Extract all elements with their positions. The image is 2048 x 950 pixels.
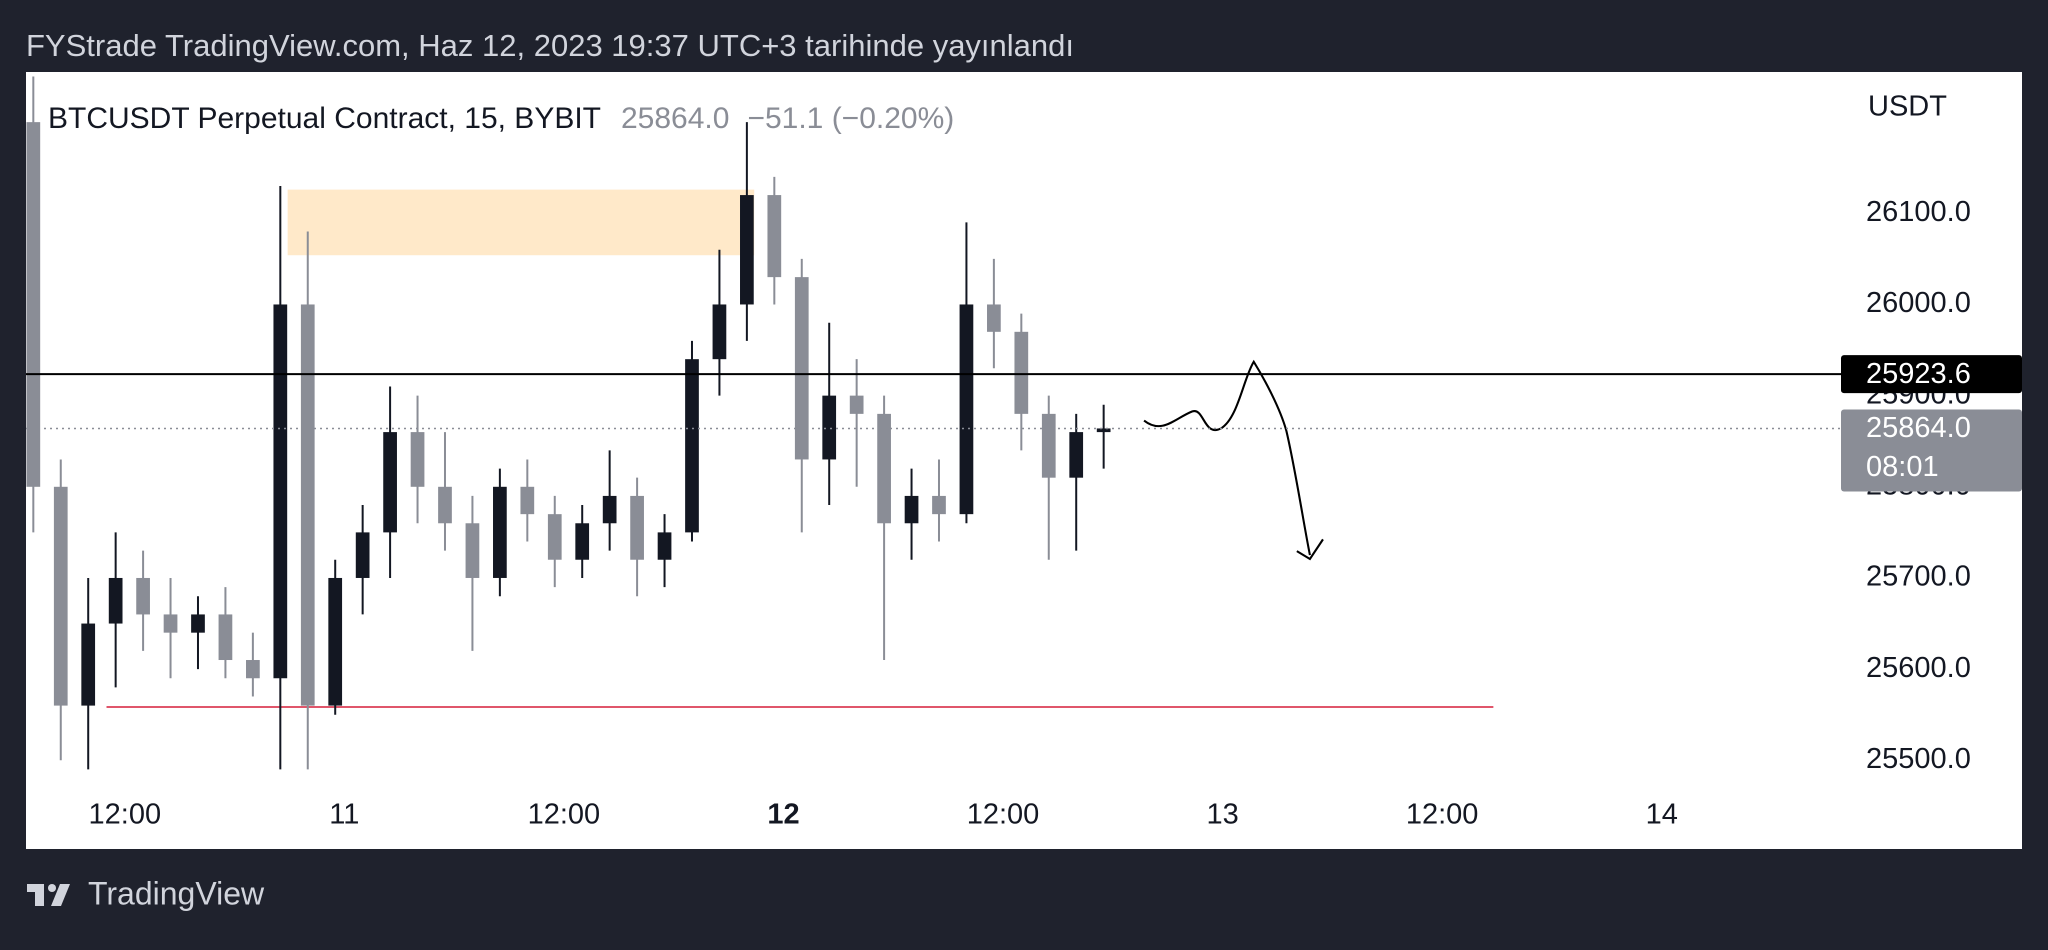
candle-body xyxy=(465,523,480,578)
y-axis-unit: USDT xyxy=(1868,91,1947,123)
price-label: 25923.6 xyxy=(1866,358,1971,390)
candle-body xyxy=(163,614,178,633)
y-tick-label: 26000.0 xyxy=(1866,287,1971,319)
candle-body xyxy=(657,532,672,560)
candle-body xyxy=(849,395,864,414)
candle-body xyxy=(300,304,315,706)
candle-body xyxy=(712,304,727,360)
x-tick-label: 14 xyxy=(1646,799,1678,831)
candle-body xyxy=(246,660,260,679)
y-tick-label: 25600.0 xyxy=(1866,652,1971,684)
candle-body xyxy=(493,486,507,578)
candle-body xyxy=(355,532,370,578)
hand-drawn-arrow xyxy=(1143,359,1324,561)
candle-body xyxy=(26,122,41,487)
price-label-box xyxy=(1841,409,2022,492)
candle-body xyxy=(932,495,946,515)
x-tick-label: 12:00 xyxy=(528,799,601,831)
candle-body xyxy=(959,304,974,515)
candle-body xyxy=(1069,432,1084,478)
candle-body xyxy=(520,486,535,515)
candle-body xyxy=(191,614,205,633)
candle-body xyxy=(383,432,397,533)
x-tick-label: 12:00 xyxy=(89,799,162,831)
candle-body xyxy=(53,486,68,706)
candle-body xyxy=(822,395,837,460)
candle-body xyxy=(685,359,699,533)
x-tick-label: 12 xyxy=(767,799,799,831)
candle-body xyxy=(218,614,233,661)
chart-panel xyxy=(26,72,2022,849)
logo-part xyxy=(48,884,56,892)
candle-body xyxy=(630,495,644,560)
supply-zone xyxy=(287,189,755,256)
candle-body xyxy=(767,195,782,278)
last-price: 25864.0 xyxy=(621,102,729,135)
y-tick-label: 25700.0 xyxy=(1866,561,1971,593)
candle-body xyxy=(575,523,590,560)
candle-body xyxy=(602,495,617,524)
x-tick-label: 12:00 xyxy=(967,799,1040,831)
candle-body xyxy=(410,432,425,487)
x-tick-label: 12:00 xyxy=(1406,799,1479,831)
price-change: −51.1 (−0.20%) xyxy=(747,102,954,135)
price-label-box xyxy=(1841,355,2022,394)
brand: TradingView xyxy=(88,875,265,911)
candle-body xyxy=(273,304,288,679)
candle-body xyxy=(1041,413,1056,478)
price-label: 25864.0 xyxy=(1866,412,1971,444)
candle-body xyxy=(108,577,123,624)
candle-body xyxy=(877,413,891,524)
y-tick-label: 25500.0 xyxy=(1866,743,1971,775)
candle-body xyxy=(81,623,96,706)
candle-body xyxy=(740,195,754,305)
publish-info: FYStrade TradingView.com, Haz 12, 2023 1… xyxy=(26,28,1074,63)
candle-body xyxy=(794,277,809,460)
y-tick-label: 26100.0 xyxy=(1866,196,1971,228)
candle-body xyxy=(328,577,343,706)
x-tick-label: 13 xyxy=(1206,799,1238,831)
candle-body xyxy=(1014,331,1029,414)
logo-part xyxy=(35,884,44,906)
logo-part xyxy=(51,884,70,906)
candle-body xyxy=(136,577,150,615)
candle-body xyxy=(1096,428,1111,433)
countdown: 08:01 xyxy=(1866,451,1939,483)
candle-body xyxy=(987,304,1001,332)
tradingview-logo xyxy=(27,884,70,906)
x-tick-label: 11 xyxy=(329,799,359,831)
candle-body xyxy=(904,495,919,524)
plot xyxy=(26,76,1494,770)
symbol-title: BTCUSDT Perpetual Contract, 15, BYBIT xyxy=(48,102,601,135)
candle-body xyxy=(547,514,562,560)
candle-body xyxy=(438,486,452,524)
